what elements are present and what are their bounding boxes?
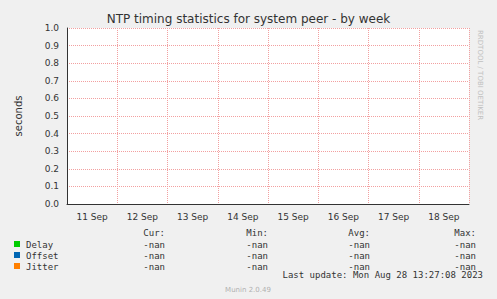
svg-text:Jitter: Jitter	[26, 262, 59, 272]
svg-text:Munin 2.0.49: Munin 2.0.49	[225, 286, 271, 294]
svg-text:11 Sep: 11 Sep	[76, 212, 108, 222]
svg-text:-nan: -nan	[246, 251, 268, 261]
svg-text:-nan: -nan	[454, 240, 476, 250]
svg-text:12 Sep: 12 Sep	[127, 212, 159, 222]
svg-text:Delay: Delay	[26, 240, 54, 250]
svg-text:Cur:: Cur:	[143, 228, 165, 238]
svg-text:Avg:: Avg:	[348, 228, 370, 238]
svg-text:0.7: 0.7	[45, 76, 59, 86]
svg-text:13 Sep: 13 Sep	[177, 212, 209, 222]
svg-text:15 Sep: 15 Sep	[277, 212, 309, 222]
svg-text:seconds: seconds	[13, 96, 24, 137]
svg-text:0.3: 0.3	[45, 146, 59, 156]
svg-text:0.0: 0.0	[45, 199, 60, 209]
svg-text:-nan: -nan	[246, 262, 268, 272]
svg-text:-nan: -nan	[348, 251, 370, 261]
svg-text:0.4: 0.4	[45, 129, 60, 139]
svg-text:14 Sep: 14 Sep	[227, 212, 259, 222]
svg-text:-nan: -nan	[143, 251, 165, 261]
svg-text:1.0: 1.0	[45, 23, 60, 33]
svg-text:Min:: Min:	[246, 228, 268, 238]
svg-text:18 Sep: 18 Sep	[428, 212, 460, 222]
svg-text:0.8: 0.8	[45, 58, 60, 68]
svg-text:-nan: -nan	[348, 240, 370, 250]
svg-text:-nan: -nan	[143, 240, 165, 250]
svg-text:0.6: 0.6	[45, 93, 60, 103]
svg-text:Max:: Max:	[454, 228, 476, 238]
svg-text:NTP timing statistics for syst: NTP timing statistics for system peer - …	[107, 12, 391, 26]
svg-text:17 Sep: 17 Sep	[378, 212, 410, 222]
svg-text:16 Sep: 16 Sep	[328, 212, 360, 222]
svg-text:Last update: Mon Aug 28 13:27:: Last update: Mon Aug 28 13:27:08 2023	[283, 270, 483, 280]
svg-text:-nan: -nan	[143, 262, 165, 272]
svg-text:Offset: Offset	[26, 251, 59, 261]
svg-text:-nan: -nan	[454, 261, 476, 272]
svg-text:0.5: 0.5	[45, 111, 59, 121]
svg-text:0.2: 0.2	[45, 164, 59, 174]
svg-text:0.9: 0.9	[45, 41, 60, 51]
svg-text:-nan: -nan	[454, 251, 476, 261]
svg-text:-nan: -nan	[246, 240, 268, 250]
svg-text:0.1: 0.1	[45, 181, 59, 191]
svg-text:RRDTOOL / TOBI OETIKER: RRDTOOL / TOBI OETIKER	[476, 30, 484, 120]
svg-text:-nan: -nan	[348, 261, 370, 272]
